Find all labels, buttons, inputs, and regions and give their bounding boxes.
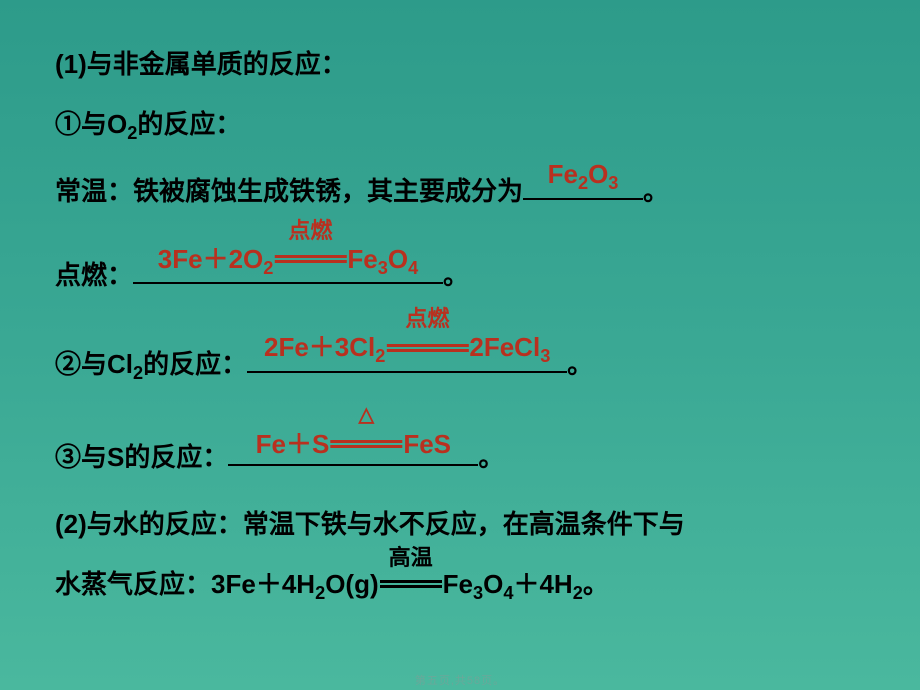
l6-blank: Fe＋S△FeS <box>228 436 478 466</box>
l7b-lhs-c: O(g) <box>325 569 378 599</box>
l4-post: 。 <box>443 260 469 290</box>
l7b-eq: 高温 <box>379 555 443 615</box>
footer-page: 第五页,共58页。 <box>0 672 920 690</box>
l3-pre: 常温：铁被腐蚀生成铁锈，其主要成分为 <box>55 176 523 206</box>
line-6: ③与S的反应： Fe＋S△FeS 。 <box>55 436 870 475</box>
l5-rhs-b: 3 <box>540 347 550 367</box>
l5-blank: 2Fe＋3Cl2点燃2FeCl3 <box>247 343 567 373</box>
line-2: ①与O2的反应： <box>55 108 870 146</box>
l3-b: 2 <box>578 173 588 193</box>
l4-rhs-c: O <box>388 244 408 274</box>
l4-lhs-a: 3Fe＋2O <box>158 244 264 274</box>
l3-blank: Fe2O3 <box>523 170 643 200</box>
l5-lhs-b: 2 <box>375 347 385 367</box>
l2-post: 的反应： <box>137 109 241 139</box>
l2-pre: ①与O <box>55 109 127 139</box>
l5-lhs-a: 2Fe＋3Cl <box>264 332 375 362</box>
line-1: (1)与非金属单质的反应： <box>55 48 870 82</box>
l6-post: 。 <box>478 442 504 472</box>
l6-cond: △ <box>359 402 374 428</box>
line-3: 常温：铁被腐蚀生成铁锈，其主要成分为 Fe2O3 。 <box>55 170 870 209</box>
l5-rhs-a: 2FeCl <box>469 332 540 362</box>
l7b-post: 。 <box>583 569 609 599</box>
l7b-rhs-a: Fe <box>443 569 473 599</box>
l6-eq: △ <box>329 428 403 462</box>
l7a-text: (2)与水的反应：常温下铁与水不反应，在高温条件下与 <box>55 509 685 539</box>
l4-eq: 点燃 <box>273 243 347 277</box>
l7b-lhs-a: 3Fe＋4H <box>211 569 315 599</box>
l7b-rhs-d: 4 <box>503 583 513 603</box>
l5-label-b: 2 <box>133 363 143 383</box>
l7b-rhs-e: ＋4H <box>513 569 572 599</box>
l4-blank: 3Fe＋2O2点燃Fe3O4 <box>133 254 443 284</box>
l6-label: ③与S的反应： <box>55 442 228 472</box>
l7b-rhs-c: O <box>483 569 503 599</box>
l6-rhs: FeS <box>403 429 451 459</box>
l3-c: O <box>588 159 608 189</box>
l4-rhs-a: Fe <box>347 244 377 274</box>
line-5: ②与Cl2的反应： 2Fe＋3Cl2点燃2FeCl3 。 <box>55 343 870 386</box>
l4-lhs-b: 2 <box>263 258 273 278</box>
line-4: 点燃： 3Fe＋2O2点燃Fe3O4 。 <box>55 254 870 293</box>
l7b-rhs-f: 2 <box>573 583 583 603</box>
l5-answer: 2Fe＋3Cl2点燃2FeCl3 <box>264 331 550 369</box>
slide-content: (1)与非金属单质的反应： ①与O2的反应： 常温：铁被腐蚀生成铁锈，其主要成分… <box>0 0 920 690</box>
para-2: (2)与水的反应：常温下铁与水不反应，在高温条件下与 水蒸气反应：3Fe＋4H2… <box>55 495 870 615</box>
l1-text: (1)与非金属单质的反应： <box>55 49 347 79</box>
l4-rhs-b: 3 <box>378 258 388 278</box>
l2-sub: 2 <box>127 123 137 143</box>
l5-label-c: 的反应： <box>143 349 247 379</box>
l3-post: 。 <box>643 176 669 206</box>
footer-text: 第五页,共58页。 <box>415 675 505 687</box>
l5-cond: 点燃 <box>405 305 449 334</box>
l6-lhs: Fe＋S <box>256 429 330 459</box>
l3-answer: Fe2O3 <box>548 158 619 196</box>
l7b-pre: 水蒸气反应： <box>55 569 211 599</box>
l6-answer: Fe＋S△FeS <box>256 428 451 462</box>
l5-post: 。 <box>567 349 593 379</box>
l5-eq: 点燃 <box>385 331 469 365</box>
l7b-rhs-b: 3 <box>473 583 483 603</box>
l4-cond: 点燃 <box>288 217 332 246</box>
l4-rhs-d: 4 <box>408 258 418 278</box>
l4-answer: 3Fe＋2O2点燃Fe3O4 <box>158 243 418 281</box>
l3-d: 3 <box>608 173 618 193</box>
l4-label: 点燃： <box>55 260 133 290</box>
l3-a: Fe <box>548 159 578 189</box>
l7b-cond: 高温 <box>389 533 433 584</box>
l7b-lhs-b: 2 <box>315 583 325 603</box>
l5-label-a: ②与Cl <box>55 349 133 379</box>
